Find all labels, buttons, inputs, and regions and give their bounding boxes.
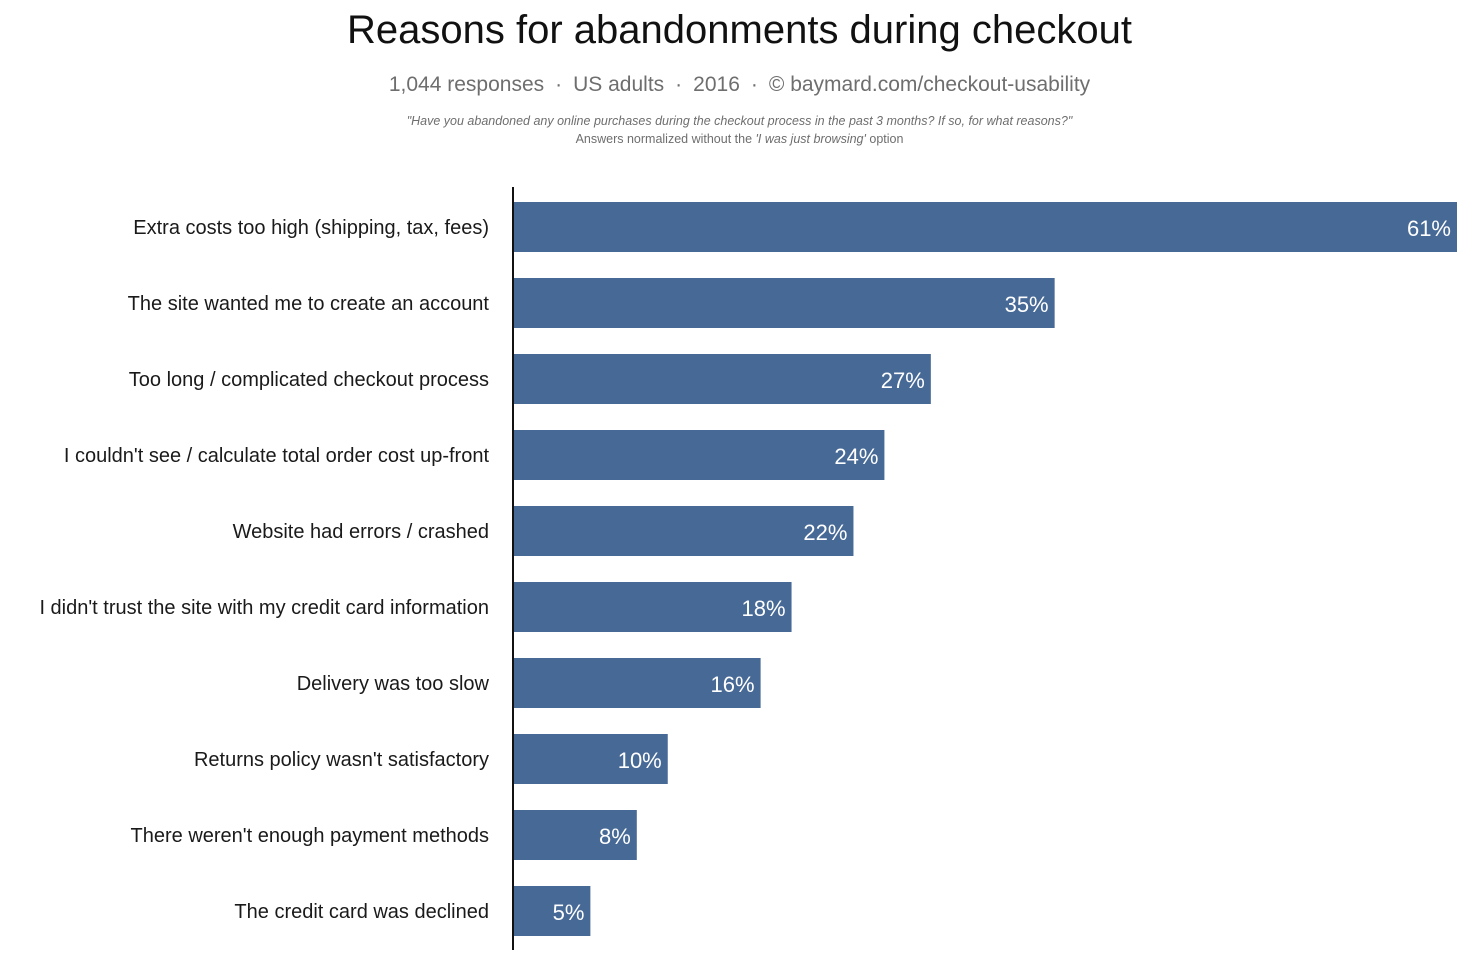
- value-label-1: 61%: [1407, 216, 1451, 241]
- bar-1: [513, 202, 1457, 252]
- subtitle-year: 2016: [693, 73, 740, 96]
- value-label-10: 5%: [553, 900, 585, 925]
- category-label-6: I didn't trust the site with my credit c…: [39, 597, 489, 619]
- value-label-5: 22%: [803, 520, 847, 545]
- subtitle-separator: ·: [675, 73, 683, 96]
- subtitle-source: © baymard.com/checkout-usability: [768, 73, 1091, 96]
- value-label-9: 8%: [599, 824, 631, 849]
- normalization-note: Answers normalized without the 'I was ju…: [0, 132, 1471, 146]
- bar-6: [513, 582, 792, 632]
- bar-5: [513, 506, 854, 556]
- note-suffix: option: [865, 132, 904, 146]
- note-option: 'I was just browsing': [755, 132, 866, 146]
- category-label-1: Extra costs too high (shipping, tax, fee…: [133, 217, 489, 239]
- bar-2: [513, 278, 1055, 328]
- value-label-3: 27%: [881, 368, 925, 393]
- category-label-4: I couldn't see / calculate total order c…: [64, 445, 490, 467]
- category-labels-group: Extra costs too high (shipping, tax, fee…: [39, 217, 489, 923]
- subtitle-separator: ·: [750, 73, 758, 96]
- bar-3: [513, 354, 931, 404]
- category-label-10: The credit card was declined: [234, 901, 489, 923]
- value-label-7: 16%: [711, 672, 755, 697]
- value-label-6: 18%: [742, 596, 786, 621]
- category-label-9: There weren't enough payment methods: [131, 825, 489, 847]
- category-label-3: Too long / complicated checkout process: [129, 369, 489, 391]
- value-label-2: 35%: [1005, 292, 1049, 317]
- chart-title: Reasons for abandonments during checkout: [347, 8, 1132, 52]
- value-labels-group: 61% 35% 27% 24% 22% 18% 16% 10% 8% 5%: [553, 216, 1451, 925]
- category-label-8: Returns policy wasn't satisfactory: [194, 749, 489, 771]
- note-prefix: Answers normalized without the: [575, 132, 756, 146]
- value-label-8: 10%: [618, 748, 662, 773]
- survey-question: "Have you abandoned any online purchases…: [406, 114, 1073, 128]
- bar-4: [513, 430, 885, 480]
- category-label-7: Delivery was too slow: [297, 673, 490, 695]
- subtitle-audience: US adults: [573, 73, 665, 96]
- bar-7: [513, 658, 761, 708]
- chart-subtitle: 1,044 responses · US adults · 2016 · © baymard…: [0, 73, 1471, 97]
- value-label-4: 24%: [834, 444, 878, 469]
- bar-10: [513, 886, 591, 936]
- bar-9: [513, 810, 637, 860]
- bar-8: [513, 734, 668, 784]
- subtitle-responses: 1,044 responses: [388, 73, 545, 96]
- category-label-2: The site wanted me to create an account: [128, 293, 490, 315]
- bars-group: [513, 202, 1457, 936]
- subtitle-separator: ·: [555, 73, 563, 96]
- category-label-5: Website had errors / crashed: [233, 521, 489, 543]
